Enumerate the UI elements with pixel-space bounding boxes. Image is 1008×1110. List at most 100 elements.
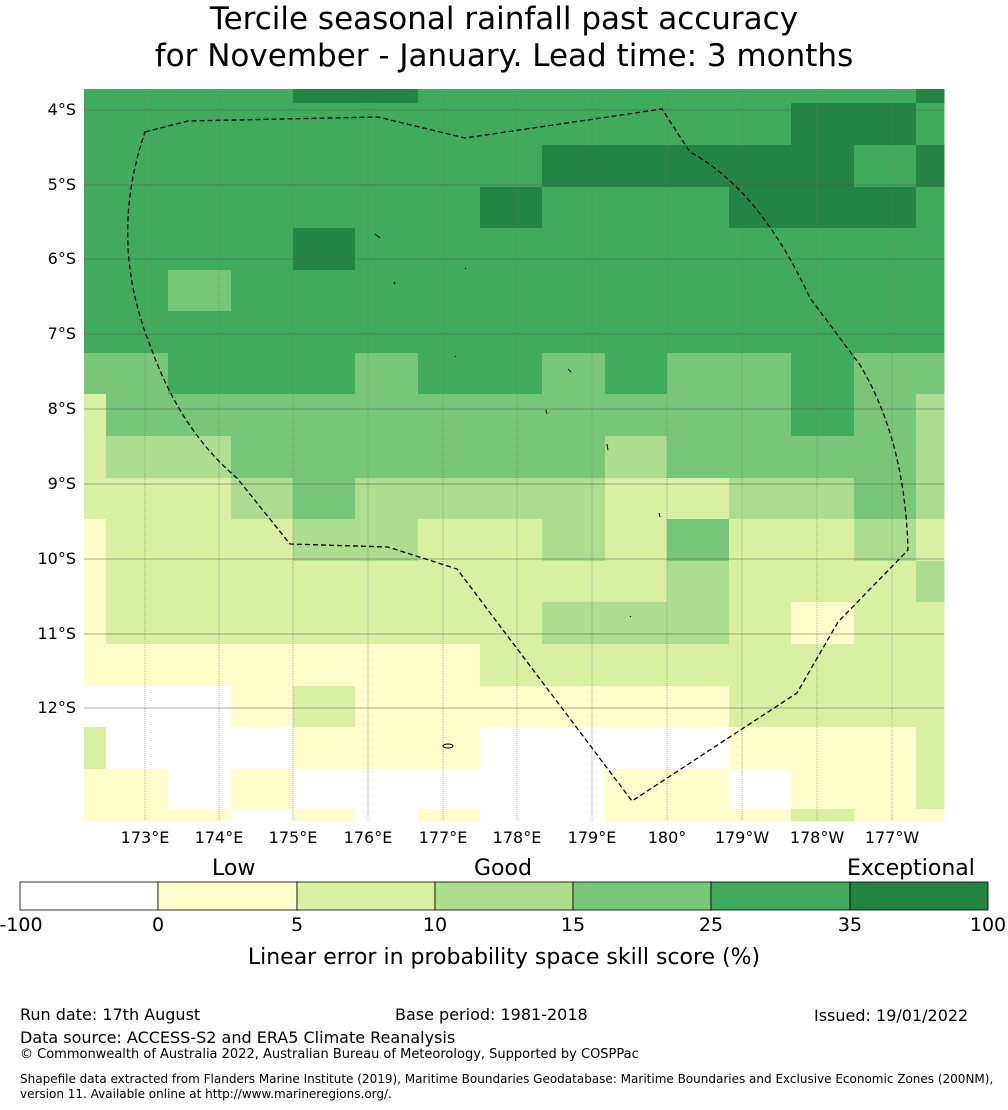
island-mark (374, 233, 381, 239)
skill-cell (791, 228, 855, 271)
skill-cell (667, 727, 730, 770)
skill-cell (854, 769, 917, 810)
skill-cell (854, 89, 917, 104)
skill-cell (418, 809, 481, 822)
skill-cell (84, 769, 107, 810)
skill-cell (791, 270, 855, 312)
colorbar-label: Linear error in probability space skill … (247, 945, 761, 970)
shapefile-credit-1: Shapefile data extracted from Flanders M… (20, 1072, 994, 1086)
island-mark (658, 512, 661, 518)
latitude-label: 12°S (37, 698, 76, 717)
skill-cell (293, 602, 356, 645)
skill-cell (542, 228, 606, 271)
issued-date: Issued: 19/01/2022 (814, 1006, 969, 1025)
colorbar-swatch (19, 881, 159, 911)
skill-cell (355, 145, 419, 188)
skill-cell (791, 187, 855, 229)
skill-cell (916, 478, 945, 520)
skill-cell (168, 478, 232, 520)
skill-cell (916, 561, 945, 603)
skill-cell (542, 644, 606, 687)
skill-cell (667, 478, 730, 520)
skill-cell (916, 145, 945, 188)
skill-cell (418, 89, 481, 104)
graticule (84, 89, 944, 821)
skill-cell (106, 809, 169, 822)
skill-cell (84, 187, 107, 229)
skill-cell (84, 311, 107, 354)
skill-cell (791, 394, 855, 437)
skill-cell (168, 228, 232, 271)
skill-cell (480, 270, 543, 312)
skill-cell (791, 602, 855, 645)
skill-cell (916, 187, 945, 229)
skill-cell (729, 270, 792, 312)
skill-cell (605, 145, 668, 188)
skill-cell (418, 228, 481, 271)
latitude-label: 10°S (37, 549, 76, 568)
skill-cell (480, 686, 543, 728)
skill-cell (168, 187, 232, 229)
skill-cell (84, 270, 107, 312)
skill-cell (231, 228, 294, 271)
skill-cell (667, 394, 730, 437)
skill-cell (84, 145, 107, 188)
skill-cell (293, 478, 356, 520)
skill-cell (418, 478, 481, 520)
latitude-label: 6°S (47, 249, 76, 268)
skill-cell (355, 311, 419, 354)
skill-cell (84, 519, 107, 562)
skill-cell (355, 228, 419, 271)
skill-cell (605, 686, 668, 728)
skill-cell (168, 353, 232, 395)
legend-category-exceptional: Exceptional (847, 856, 975, 881)
skill-cell (418, 769, 481, 810)
skill-cell (168, 809, 232, 822)
skill-cell (168, 519, 232, 562)
skill-cell (542, 727, 606, 770)
skill-cell (791, 686, 855, 728)
skill-cell (355, 353, 419, 395)
skill-cell (854, 436, 917, 479)
skill-cell (418, 311, 481, 354)
skill-cell (293, 394, 356, 437)
skill-cell (231, 436, 294, 479)
skill-cell (791, 311, 855, 354)
skill-cell (231, 769, 294, 810)
skill-cell (168, 270, 232, 312)
skill-cell (480, 228, 543, 271)
skill-cell (168, 602, 232, 645)
skill-cell (231, 187, 294, 229)
skill-cell (854, 311, 917, 354)
skill-cell (231, 602, 294, 645)
colorbar-swatch (849, 881, 989, 911)
skill-cell (106, 228, 169, 271)
island-mark (393, 281, 396, 285)
colorbar-tick: 5 (290, 914, 304, 936)
skill-cell (729, 686, 792, 728)
skill-cell (418, 644, 481, 687)
skill-cell (355, 436, 419, 479)
skill-cell (106, 478, 169, 520)
skill-cell (106, 602, 169, 645)
skill-cell (916, 270, 945, 312)
skill-cell (791, 561, 855, 603)
skill-cell (106, 686, 169, 728)
skill-cell (791, 89, 855, 104)
skill-cell (854, 187, 917, 229)
skill-cell (791, 353, 855, 395)
skill-cell (916, 436, 945, 479)
colorbar-tick: 15 (560, 914, 586, 936)
skill-map (84, 89, 945, 822)
base-period: Base period: 1981-2018 (395, 1005, 588, 1024)
skill-cell (293, 561, 356, 603)
latitude-label: 7°S (47, 324, 76, 343)
skill-cell (106, 436, 169, 479)
skill-cell (791, 644, 855, 687)
skill-cell (667, 187, 730, 229)
skill-cell (231, 394, 294, 437)
skill-cell (667, 145, 730, 188)
skill-cell (729, 89, 792, 104)
latitude-label: 4°S (47, 100, 76, 119)
